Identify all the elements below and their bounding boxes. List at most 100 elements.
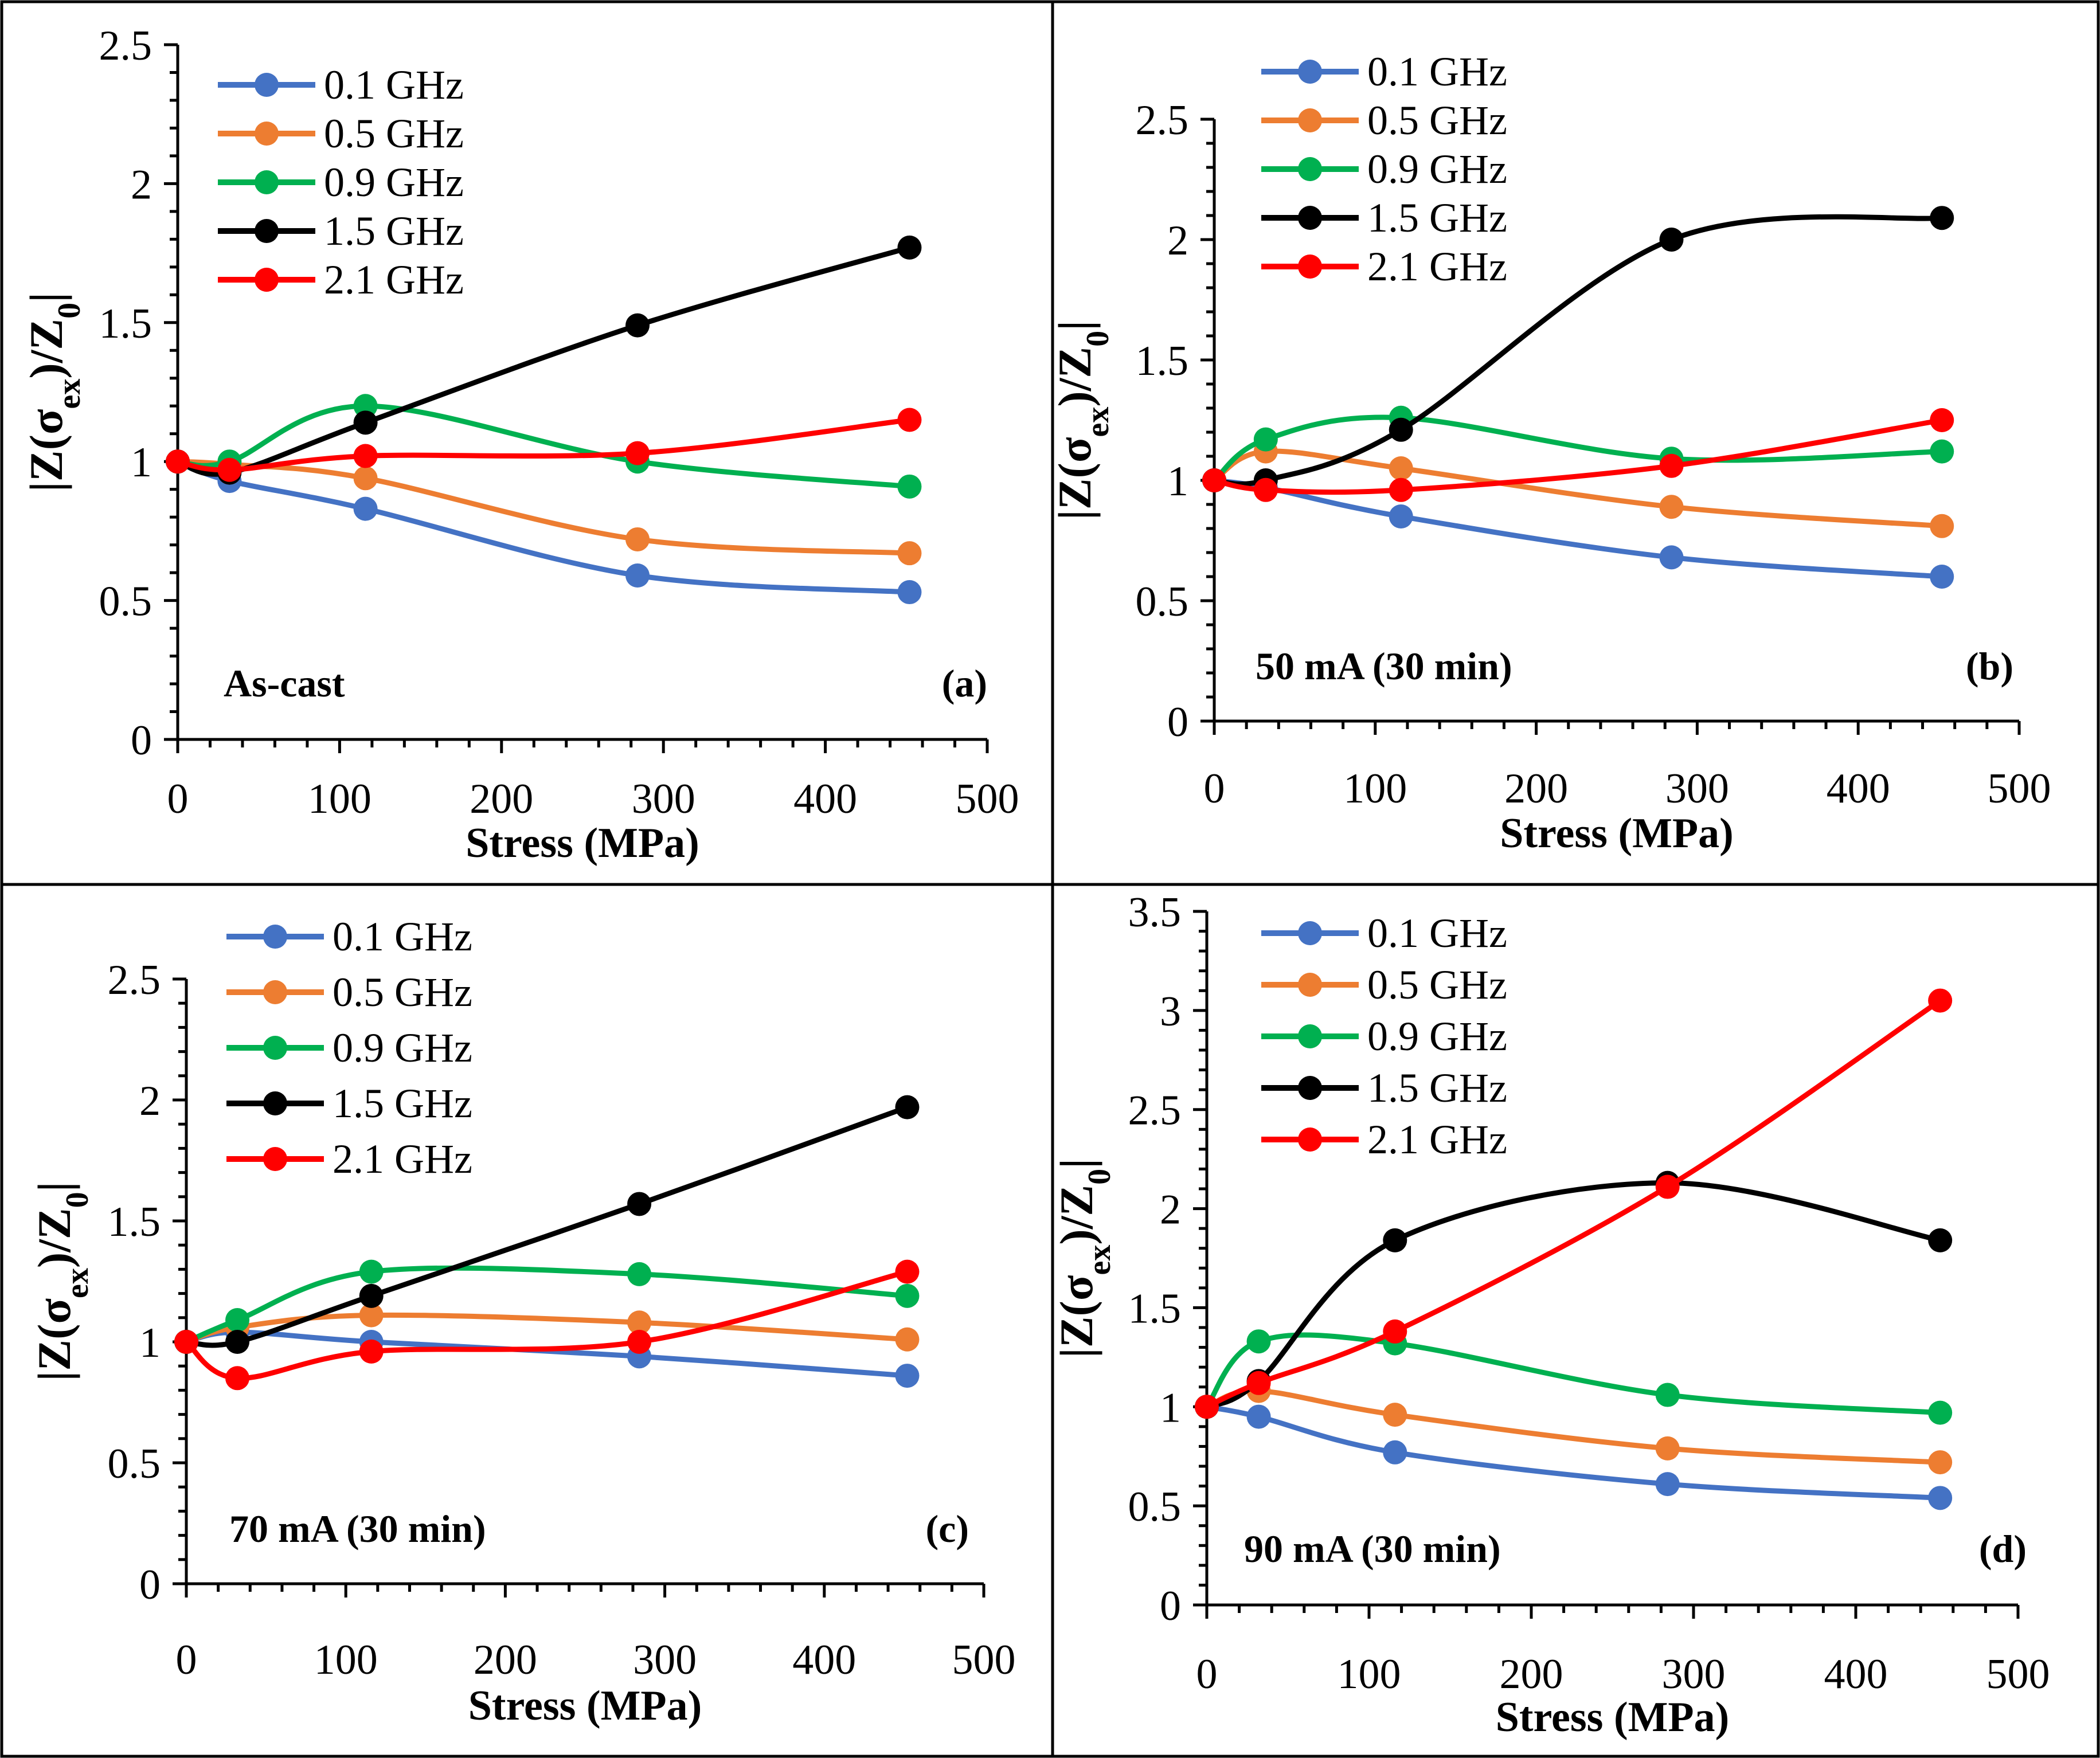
data-point [1930,514,1954,538]
y-tick-label: 1 [131,439,152,486]
x-tick-label: 0 [176,1636,197,1683]
condition-annotation: 50 mA (30 min) [1256,644,1512,688]
legend-item: 0.9 GHz [218,159,464,205]
y-tick-label: 0 [131,717,152,764]
legend-label: 2.1 GHz [1367,244,1507,289]
data-point [217,457,242,482]
legend-swatch-marker [255,268,279,292]
legend-swatch-marker [1298,921,1322,945]
legend-item: 1.5 GHz [1261,195,1507,241]
legend-item: 0.1 GHz [1261,49,1507,95]
data-point [897,580,922,605]
data-point [1383,1319,1407,1344]
y-tick-label: 2 [139,1078,161,1125]
legend-item: 0.1 GHz [226,914,472,960]
y-tick-label: 1 [1160,1384,1181,1431]
x-tick-label: 0 [1196,1651,1218,1698]
y-tick-label: 3.5 [1128,889,1182,936]
data-point [1930,439,1954,464]
series-2_1-GHz [1195,988,1953,1419]
x-tick-label: 300 [1662,1651,1726,1698]
data-point [225,1308,250,1333]
legend-label: 0.1 GHz [333,914,472,960]
data-point [1246,1329,1271,1354]
data-point [359,1303,384,1328]
legend-label: 0.5 GHz [333,969,472,1015]
data-point [1930,565,1954,589]
data-point [359,1339,384,1364]
chart-panel-c: 0 0.5 1 1.5 2 2.5 0 100 200 300 400 500 Stress (MPa)… [28,914,1016,1729]
y-tick-label: 2 [1160,1187,1181,1234]
legend-swatch-marker [1298,1127,1322,1152]
series-2_1-GHz [174,1259,920,1391]
data-point [353,444,378,468]
panel-label: (d) [1979,1527,2027,1571]
data-point [627,1192,652,1216]
data-point [1928,988,1953,1013]
legend-swatch-marker [255,170,279,194]
y-tick-label: 1.5 [1128,1285,1182,1332]
data-point [1655,1472,1680,1497]
y-tick-label: 1.5 [1136,338,1189,385]
legend-item: 1.5 GHz [1261,1065,1507,1111]
y-tick-label: 2 [131,161,152,208]
legend-swatch-marker [1298,60,1322,84]
x-axis-title: Stress (MPa) [1496,1694,1730,1741]
data-point [1383,1403,1407,1427]
legend-label: 0.5 GHz [1367,962,1507,1008]
x-tick-label: 300 [633,1636,697,1683]
y-tick-label: 0.5 [108,1440,161,1487]
legend-swatch-marker [1298,255,1322,279]
x-axis-title: Stress (MPa) [468,1682,702,1729]
data-point [1389,417,1413,442]
data-point [1253,477,1278,502]
data-point [625,313,650,338]
y-axis-title: |Z(σex)/Z0| [28,1181,95,1381]
data-point [1253,427,1278,452]
data-point [1930,408,1954,432]
legend-swatch-marker [1298,206,1322,230]
y-tick-label: 2.5 [1136,97,1189,144]
legend-label: 0.9 GHz [324,159,464,205]
legend-label: 0.1 GHz [1367,910,1507,956]
legend-swatch-marker [263,1091,287,1115]
data-point [625,527,650,551]
y-tick-label: 2.5 [108,957,161,1004]
legend-item: 0.9 GHz [226,1025,472,1071]
x-tick-label: 100 [314,1636,378,1683]
data-point [1202,468,1226,492]
legend-label: 0.5 GHz [1367,97,1507,143]
y-tick-label: 0.5 [1128,1483,1182,1530]
legend-item: 2.1 GHz [1261,1117,1507,1162]
y-tick-label: 1 [139,1320,161,1367]
y-axis-title: |Z(σex)/Z0| [20,292,87,492]
legend-label: 0.1 GHz [1367,49,1507,95]
data-point [897,474,922,499]
condition-annotation: 70 mA (30 min) [229,1507,486,1551]
data-point [895,1327,920,1352]
legend-swatch-marker [255,219,279,243]
y-tick-label: 2.5 [99,22,152,69]
x-tick-label: 400 [793,776,857,823]
data-point [1655,1436,1680,1461]
data-point [627,1262,652,1286]
legend-item: 0.5 GHz [226,969,472,1015]
legend-item: 0.5 GHz [1261,962,1507,1008]
legend-label: 0.9 GHz [333,1025,472,1071]
legend-label: 1.5 GHz [1367,195,1507,241]
legend-item: 0.1 GHz [1261,910,1507,956]
panel-label: (b) [1966,644,2013,688]
data-point [1246,1371,1271,1395]
series-2_1-GHz [166,408,922,482]
data-point [1246,1404,1271,1429]
y-tick-label: 0 [1160,1583,1181,1630]
legend-swatch-marker [263,1147,287,1171]
y-tick-label: 2.5 [1128,1087,1182,1134]
x-tick-label: 200 [1504,765,1568,812]
